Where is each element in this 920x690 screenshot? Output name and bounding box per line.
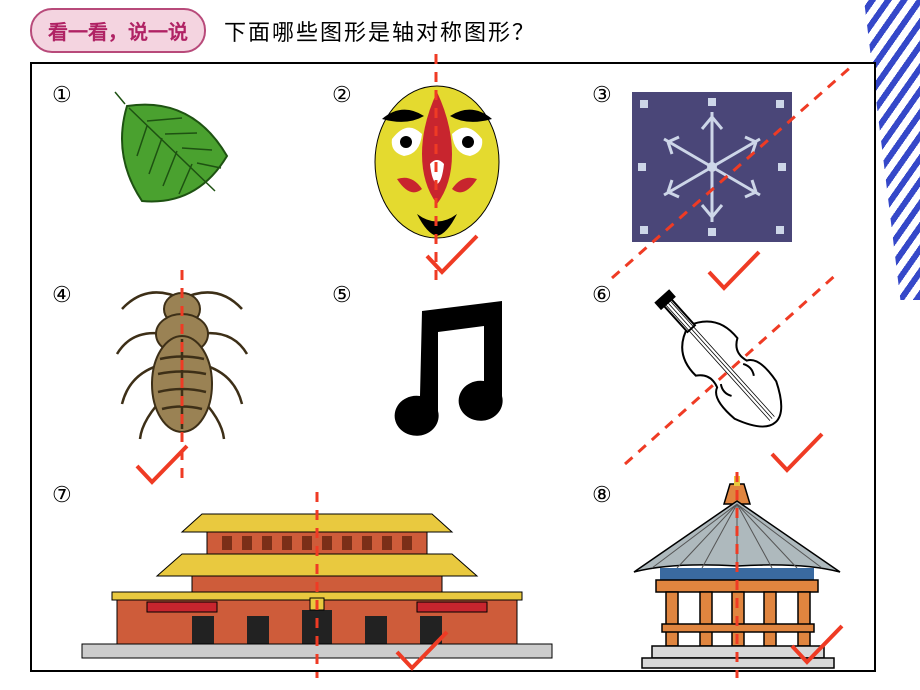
item-number-4: ④ bbox=[52, 282, 72, 308]
checkmark-8 bbox=[787, 624, 847, 666]
item-number-8: ⑧ bbox=[592, 482, 612, 508]
checkmark-4 bbox=[132, 444, 192, 486]
leaf-icon bbox=[97, 86, 247, 226]
item-number-5: ⑤ bbox=[332, 282, 352, 308]
checkmark-2 bbox=[422, 234, 482, 276]
axis-line-7 bbox=[314, 492, 320, 678]
music-note-icon bbox=[372, 296, 522, 446]
instruction-pill: 看一看，说一说 bbox=[30, 8, 206, 53]
header: 看一看，说一说 下面哪些图形是轴对称图形？ bbox=[0, 0, 920, 65]
item-number-1: ① bbox=[52, 82, 72, 108]
checkmark-7 bbox=[392, 630, 452, 672]
item-number-2: ② bbox=[332, 82, 352, 108]
content-frame: ① ② ③ bbox=[30, 62, 876, 672]
axis-line-8 bbox=[734, 472, 740, 678]
checkmark-6 bbox=[767, 432, 827, 474]
item-number-6: ⑥ bbox=[592, 282, 612, 308]
question-text: 下面哪些图形是轴对称图形？ bbox=[224, 15, 536, 47]
